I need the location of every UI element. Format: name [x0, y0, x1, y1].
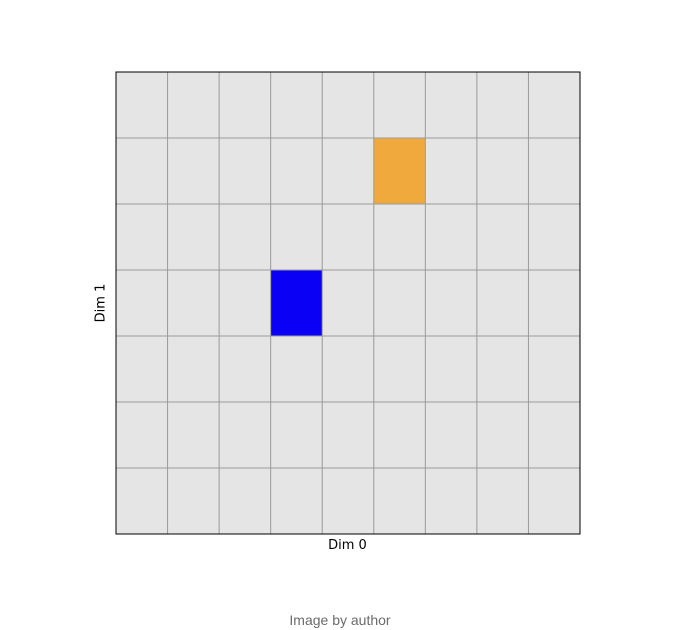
grid-lines	[116, 72, 580, 534]
image-caption: Image by author	[289, 612, 391, 628]
highlighted-cells	[270, 138, 426, 336]
highlighted-cell-2	[373, 138, 426, 204]
y-axis-label: Dim 1	[93, 283, 109, 323]
plot-area	[116, 72, 580, 534]
plot-frame	[115, 71, 581, 535]
highlighted-cell-1	[270, 270, 323, 336]
x-axis-label: Dim 0	[328, 538, 367, 553]
